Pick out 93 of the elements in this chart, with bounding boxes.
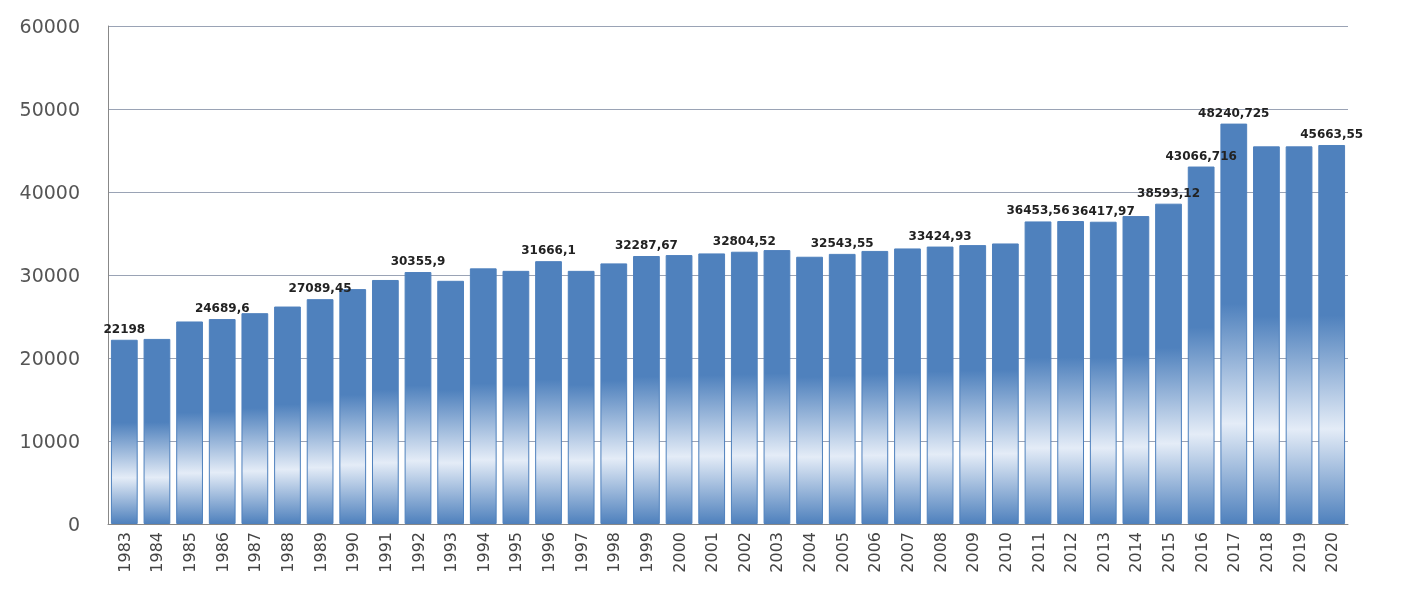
x-tick-label: 2019 <box>1289 532 1309 573</box>
x-tick-label: 1993 <box>441 532 461 573</box>
x-tick-label: 2006 <box>865 532 885 573</box>
x-tick-label: 2011 <box>1028 532 1048 573</box>
bar <box>1285 146 1313 524</box>
y-tick-label: 10000 <box>19 430 80 452</box>
data-label: 22198 <box>103 321 146 336</box>
x-tick-label: 2003 <box>767 532 787 573</box>
y-tick-label: 30000 <box>19 264 80 286</box>
bar <box>894 248 921 524</box>
bar <box>828 253 856 524</box>
bar <box>1318 144 1346 524</box>
x-tick-label: 1997 <box>571 532 591 573</box>
x-tick-label: 2001 <box>702 532 722 573</box>
bar <box>600 263 628 524</box>
x-tick-label: 1983 <box>114 532 134 573</box>
x-tick-label: 1989 <box>310 532 330 573</box>
x-tick-label: 1991 <box>375 532 395 573</box>
x-tick-label: 1988 <box>277 532 297 573</box>
bar <box>567 270 595 524</box>
bar <box>404 272 432 524</box>
bar <box>1024 221 1052 524</box>
y-tick-label: 0 <box>67 513 80 535</box>
x-tick-label: 1992 <box>408 532 428 573</box>
bar <box>274 306 301 524</box>
bar <box>469 268 497 524</box>
bar <box>241 313 269 524</box>
bar <box>926 246 954 524</box>
bar <box>730 251 758 524</box>
x-tick-label: 2000 <box>669 532 689 573</box>
bar <box>698 253 726 524</box>
y-tick-label: 50000 <box>19 98 80 120</box>
bar <box>110 339 138 524</box>
bar <box>763 250 791 524</box>
bar <box>665 255 693 524</box>
bar <box>991 243 1019 524</box>
data-label: 27089,45 <box>288 281 352 296</box>
data-label: 24689,6 <box>194 301 250 316</box>
bar <box>535 261 562 524</box>
x-tick-label: 1985 <box>180 532 200 573</box>
x-tick-label: 2018 <box>1256 532 1276 573</box>
x-tick-label: 1994 <box>473 532 493 573</box>
x-tick-label: 2005 <box>832 532 852 573</box>
bar <box>437 280 465 524</box>
data-label: 30355,9 <box>390 254 446 269</box>
bar <box>143 338 171 524</box>
bar <box>1057 221 1085 524</box>
data-label: 32804,52 <box>712 233 776 248</box>
x-tick-label: 2010 <box>995 532 1015 573</box>
data-label: 32543,55 <box>810 235 874 250</box>
x-tick-label: 2016 <box>1191 532 1211 573</box>
data-label: 48240,725 <box>1198 105 1270 120</box>
x-tick-label: 2009 <box>963 532 983 573</box>
y-tick-label: 60000 <box>19 15 80 37</box>
x-tick-label: 2002 <box>734 532 754 573</box>
bar <box>502 270 530 524</box>
x-tick-label: 1987 <box>245 532 265 573</box>
bar <box>176 321 203 524</box>
bar <box>633 256 660 524</box>
x-tick-label: 1984 <box>147 532 167 573</box>
x-tick-label: 1999 <box>636 532 656 573</box>
data-label: 36453,56 <box>1006 203 1070 218</box>
x-tick-label: 1996 <box>539 532 559 573</box>
y-tick-label: 40000 <box>19 181 80 203</box>
x-tick-label: 2017 <box>1224 532 1244 573</box>
data-label: 32287,67 <box>614 238 678 253</box>
x-tick-label: 1998 <box>604 532 624 573</box>
x-tick-label: 2014 <box>1126 532 1146 573</box>
bar <box>861 250 889 524</box>
x-tick-label: 2004 <box>800 532 820 573</box>
bar <box>208 319 236 524</box>
bar <box>306 299 334 524</box>
data-label: 33424,93 <box>908 228 972 243</box>
x-tick-label: 2013 <box>1093 532 1113 573</box>
data-label: 45663,55 <box>1300 126 1364 141</box>
bar <box>796 256 823 524</box>
y-tick-label: 20000 <box>19 347 80 369</box>
x-tick-label: 2015 <box>1159 532 1179 573</box>
x-tick-label: 2008 <box>930 532 950 573</box>
data-label: 31666,1 <box>521 243 576 258</box>
bar <box>371 279 399 524</box>
x-tick-label: 1995 <box>506 532 526 573</box>
bar <box>1122 216 1150 524</box>
x-tick-label: 2012 <box>1061 532 1081 573</box>
bar <box>1253 146 1280 524</box>
x-tick-label: 2020 <box>1322 532 1342 573</box>
bar <box>959 245 987 524</box>
x-tick-label: 2007 <box>897 532 917 573</box>
x-tick-label: 1986 <box>212 532 232 573</box>
bar <box>1089 221 1117 524</box>
x-tick-label: 1990 <box>343 532 363 573</box>
data-label: 36417,97 <box>1071 203 1135 218</box>
bar <box>1155 203 1182 524</box>
